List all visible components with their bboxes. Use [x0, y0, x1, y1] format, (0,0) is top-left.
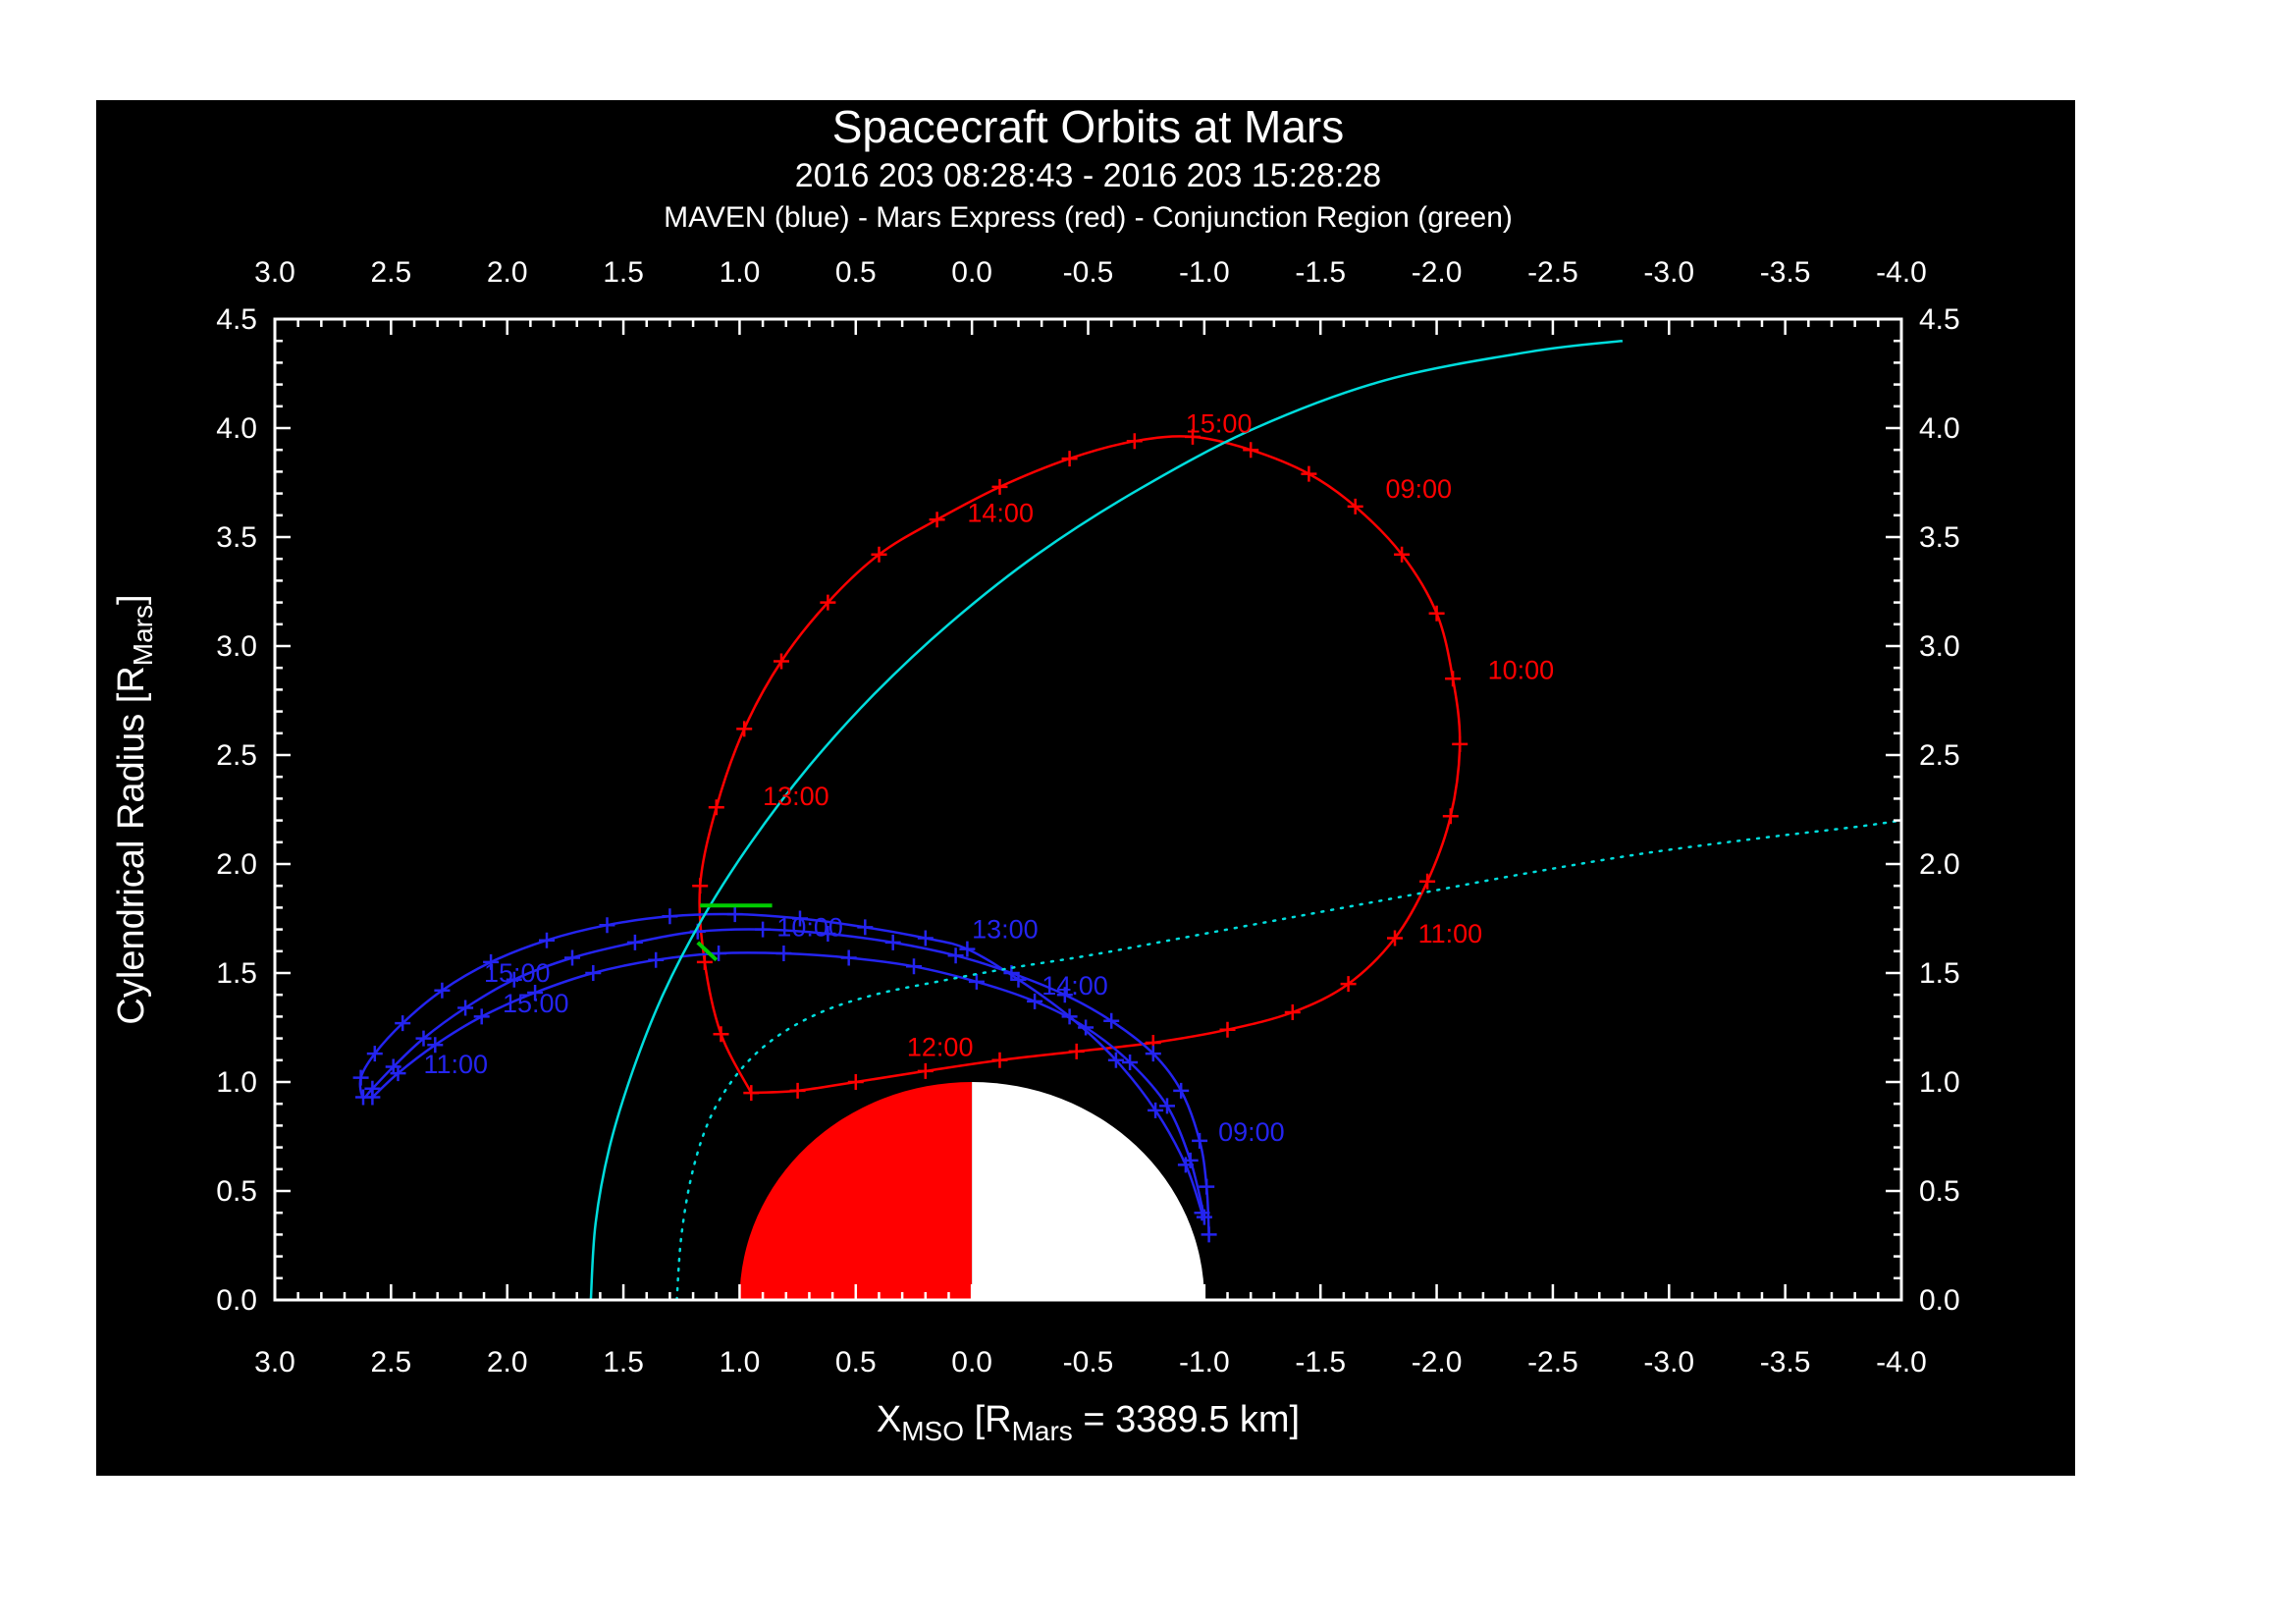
svg-text:XMSO [RMars = 3389.5 km]: XMSO [RMars = 3389.5 km]: [877, 1399, 1300, 1446]
svg-text:-1.5: -1.5: [1295, 256, 1346, 289]
svg-text:-2.0: -2.0: [1412, 1346, 1463, 1379]
svg-text:3.0: 3.0: [254, 1346, 295, 1379]
svg-text:2.5: 2.5: [216, 739, 257, 772]
svg-text:3.5: 3.5: [216, 521, 257, 554]
svg-text:-3.5: -3.5: [1760, 1346, 1811, 1379]
svg-text:0.5: 0.5: [1919, 1175, 1960, 1208]
svg-text:3.0: 3.0: [254, 256, 295, 289]
svg-text:-1.0: -1.0: [1179, 256, 1230, 289]
svg-text:-1.5: -1.5: [1295, 1346, 1346, 1379]
svg-text:1.0: 1.0: [720, 256, 761, 289]
svg-text:-4.0: -4.0: [1876, 256, 1927, 289]
svg-text:2.5: 2.5: [370, 1346, 411, 1379]
orbit-time-label: 15:00: [503, 989, 569, 1018]
orbit-time-label: 12:00: [907, 1032, 974, 1061]
orbit-time-label: 13:00: [972, 915, 1039, 945]
orbit-time-labels: 09:0010:0011:0012:0013:0014:0015:0009:00…: [424, 408, 1555, 1147]
svg-text:0.0: 0.0: [1919, 1284, 1960, 1317]
orbit-time-label: 15:00: [1186, 408, 1253, 438]
mars-dayside: [739, 1082, 973, 1300]
orbit-time-label: 15:00: [484, 958, 551, 988]
svg-text:4.5: 4.5: [216, 303, 257, 336]
orbit-time-label: 10:00: [776, 912, 843, 942]
svg-text:Cylendrical Radius [RMars]: Cylendrical Radius [RMars]: [111, 594, 158, 1024]
maven-orbit-pass-2-time-ticks: [364, 946, 1212, 1225]
orbit-time-label: 11:00: [1418, 919, 1483, 948]
maven-orbit-pass-2: [364, 946, 1212, 1225]
svg-text:0.5: 0.5: [216, 1175, 257, 1208]
svg-text:-1.0: -1.0: [1179, 1346, 1230, 1379]
svg-text:1.5: 1.5: [1919, 957, 1960, 990]
svg-text:4.0: 4.0: [216, 412, 257, 445]
mars-express-orbit-time-ticks: [692, 428, 1468, 1102]
chart-title: Spacecraft Orbits at Mars: [831, 101, 1345, 152]
svg-text:-2.5: -2.5: [1527, 1346, 1578, 1379]
svg-text:2.5: 2.5: [370, 256, 411, 289]
orbit-time-label: 11:00: [424, 1050, 489, 1079]
svg-text:3.5: 3.5: [1919, 521, 1960, 554]
orbit-time-label: 13:00: [763, 782, 829, 811]
svg-text:3.0: 3.0: [216, 630, 257, 663]
y-axis-label: Cylendrical Radius [RMars]: [111, 594, 158, 1024]
svg-text:1.5: 1.5: [216, 957, 257, 990]
svg-text:-3.5: -3.5: [1760, 256, 1811, 289]
chart-subtitle: 2016 203 08:28:43 - 2016 203 15:28:28: [794, 157, 1382, 194]
svg-text:1.5: 1.5: [603, 256, 644, 289]
svg-text:2.0: 2.0: [487, 256, 528, 289]
svg-text:1.0: 1.0: [216, 1066, 257, 1099]
axis-ticks: [273, 317, 1903, 1302]
svg-text:-0.5: -0.5: [1063, 256, 1114, 289]
chart-legend-line: MAVEN (blue) - Mars Express (red) - Conj…: [664, 201, 1513, 234]
svg-text:2.0: 2.0: [487, 1346, 528, 1379]
boundary-curve-solid: [589, 339, 1624, 1301]
svg-text:2.5: 2.5: [1919, 739, 1960, 772]
mars-express-orbit: [692, 428, 1468, 1102]
svg-text:-3.0: -3.0: [1643, 256, 1694, 289]
svg-text:0.0: 0.0: [216, 1284, 257, 1317]
orbit-time-label: 14:00: [1041, 971, 1108, 1001]
svg-text:-2.0: -2.0: [1412, 256, 1463, 289]
svg-text:-4.0: -4.0: [1876, 1346, 1927, 1379]
svg-text:2.0: 2.0: [1919, 848, 1960, 881]
orbit-time-label: 09:00: [1386, 474, 1453, 504]
orbit-time-label: 14:00: [967, 499, 1034, 528]
svg-text:1.0: 1.0: [1919, 1066, 1960, 1099]
mars-nightside: [972, 1082, 1204, 1300]
svg-text:1.0: 1.0: [720, 1346, 761, 1379]
svg-text:0.5: 0.5: [835, 1346, 877, 1379]
svg-text:1.5: 1.5: [603, 1346, 644, 1379]
mars-disk: [739, 1082, 1204, 1300]
svg-text:3.0: 3.0: [1919, 630, 1960, 663]
x-axis-label: XMSO [RMars = 3389.5 km]: [877, 1399, 1300, 1446]
svg-text:0.0: 0.0: [951, 1346, 992, 1379]
orbit-time-label: 10:00: [1488, 655, 1555, 684]
conjunction-region-tick: [696, 941, 719, 962]
boundary-curve-dotted: [675, 819, 1903, 1302]
svg-text:2.0: 2.0: [216, 848, 257, 881]
orbit-time-label: 09:00: [1218, 1117, 1285, 1147]
svg-text:0.0: 0.0: [951, 256, 992, 289]
svg-text:4.0: 4.0: [1919, 412, 1960, 445]
svg-text:-3.0: -3.0: [1643, 1346, 1694, 1379]
svg-text:0.5: 0.5: [835, 256, 877, 289]
svg-text:-0.5: -0.5: [1063, 1346, 1114, 1379]
axis-tick-labels: 3.0 3.0 2.5 2.5 2.0 2.0 1.5 1.5 1.0 1.0 0.5 0.5 0.0 0…: [216, 256, 1959, 1379]
svg-text:4.5: 4.5: [1919, 303, 1960, 336]
svg-text:-2.5: -2.5: [1527, 256, 1578, 289]
